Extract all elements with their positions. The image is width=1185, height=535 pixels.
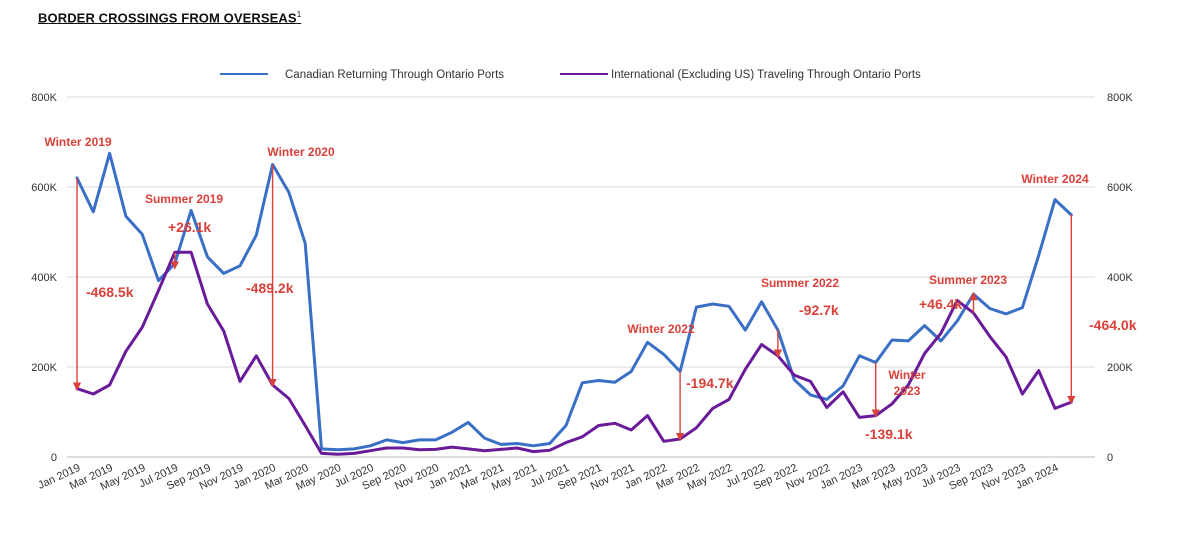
y-tick-label-right: 400K — [1107, 272, 1133, 284]
annotation-value: +46.4k — [919, 296, 962, 312]
chart-title: BORDER CROSSINGS FROM OVERSEAS1 — [38, 10, 302, 26]
y-tick-label-left: 800K — [31, 92, 57, 104]
annotation-label: Summer 2022 — [761, 276, 839, 290]
legend-label-canadian: Canadian Returning Through Ontario Ports — [285, 69, 504, 81]
legend: Canadian Returning Through Ontario Ports… — [220, 69, 921, 81]
annotation-value: -464.0k — [1089, 317, 1137, 333]
y-tick-label-left: 200K — [31, 362, 57, 374]
title-footnote: 1 — [296, 10, 302, 19]
annotation-label: Winter 2022 — [627, 322, 695, 336]
annotation-value: -139.1k — [865, 426, 913, 442]
y-tick-label-left: 0 — [51, 452, 57, 464]
annotations: Winter 2019 -468.5k Summer 2019 +26.1k Winte… — [44, 135, 1136, 442]
annotation-label: Winter 2019 — [44, 135, 112, 149]
series-lines — [75, 151, 1073, 456]
y-axis-right: 0 200K 400K 600K 800K — [1107, 92, 1133, 464]
annotation-value: -468.5k — [86, 284, 134, 300]
annotation-label: Winter 2023 — [888, 368, 926, 398]
gridlines — [67, 96, 1095, 458]
y-axis-left: 0 200K 400K 600K 800K — [31, 92, 57, 464]
annotation-value: -194.7k — [686, 375, 734, 391]
annotation-label: Winter 2024 — [1021, 172, 1089, 186]
annotation-value: +26.1k — [168, 219, 211, 235]
annotation-label: Summer 2023 — [929, 273, 1007, 287]
annotation-label-line: Winter — [888, 368, 926, 382]
y-tick-label-right: 0 — [1107, 452, 1113, 464]
annotation-label: Summer 2019 — [145, 192, 223, 206]
series-line-international — [75, 250, 1073, 456]
annotation-label-line: 2023 — [894, 384, 921, 398]
annotation-value: -92.7k — [799, 302, 839, 318]
y-tick-label-right: 200K — [1107, 362, 1133, 374]
y-tick-label-right: 800K — [1107, 92, 1133, 104]
annotation-label: Winter 2020 — [267, 145, 335, 159]
y-tick-label-left: 400K — [31, 272, 57, 284]
annotation-value: -489.2k — [246, 280, 294, 296]
y-tick-label-right: 600K — [1107, 182, 1133, 194]
series-line-canadian — [75, 151, 1073, 452]
legend-label-international: International (Excluding US) Traveling T… — [611, 69, 921, 81]
y-tick-label-left: 600K — [31, 182, 57, 194]
